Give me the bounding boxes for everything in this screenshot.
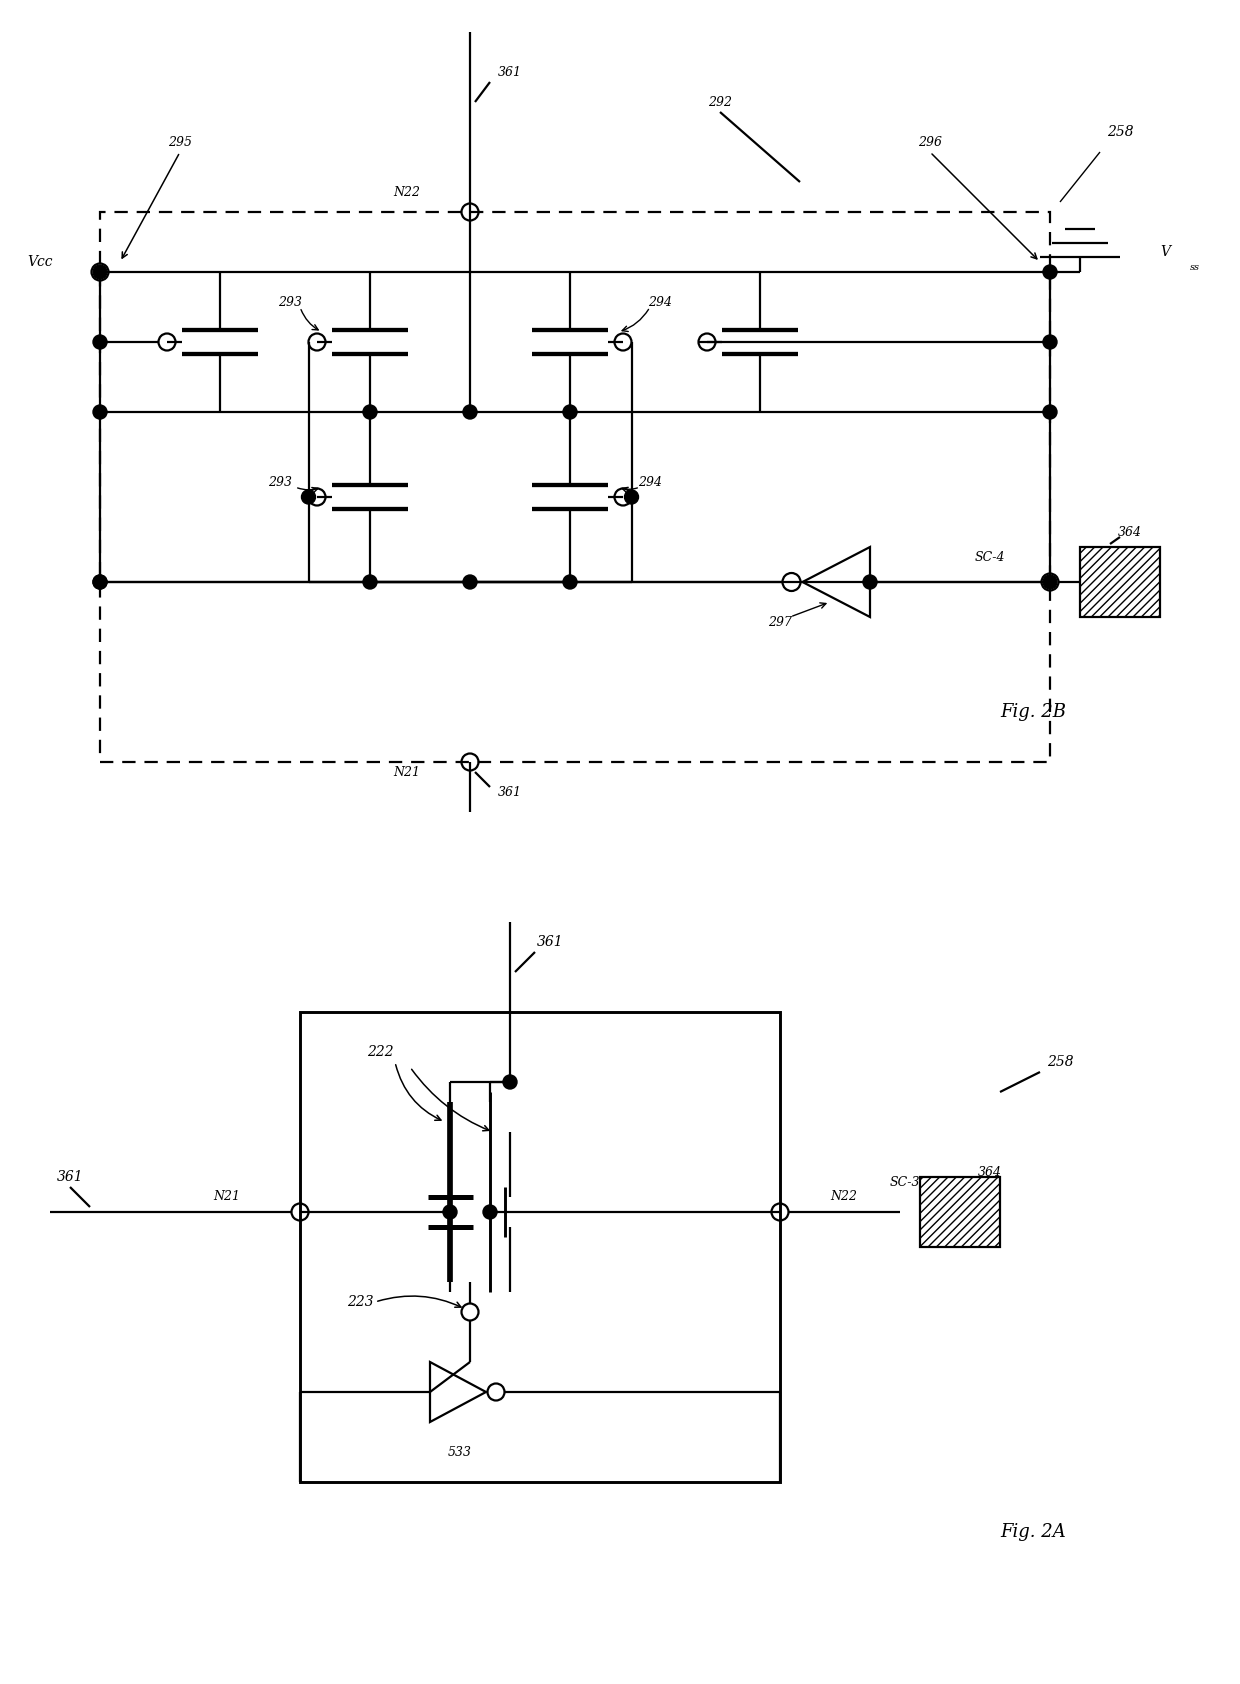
Circle shape — [563, 404, 577, 419]
Circle shape — [93, 404, 107, 419]
Circle shape — [301, 490, 315, 504]
Text: ss: ss — [1190, 263, 1200, 271]
Text: SC-4: SC-4 — [975, 551, 1006, 564]
Text: 361: 361 — [498, 66, 522, 79]
Text: 362: 362 — [1118, 561, 1142, 574]
Circle shape — [563, 574, 577, 589]
Text: 362: 362 — [978, 1201, 1002, 1214]
Bar — [1080, 547, 1159, 616]
Circle shape — [363, 574, 377, 589]
Circle shape — [625, 490, 639, 504]
Text: 295: 295 — [167, 135, 192, 148]
Circle shape — [1043, 574, 1056, 589]
Circle shape — [1043, 264, 1056, 280]
Text: 297: 297 — [768, 615, 792, 628]
Text: 293: 293 — [278, 295, 303, 308]
Text: 533: 533 — [448, 1445, 472, 1458]
Text: V: V — [1159, 244, 1171, 259]
Text: N22: N22 — [393, 185, 420, 199]
Circle shape — [484, 1206, 497, 1219]
Circle shape — [463, 404, 477, 419]
Circle shape — [93, 264, 107, 280]
Text: 293: 293 — [268, 475, 291, 488]
Text: 361: 361 — [57, 1170, 83, 1184]
Text: 364: 364 — [978, 1165, 1002, 1179]
Text: 296: 296 — [918, 135, 942, 148]
Circle shape — [93, 574, 107, 589]
Text: N21: N21 — [213, 1191, 241, 1204]
Text: Fig. 2B: Fig. 2B — [999, 702, 1066, 721]
Text: 294: 294 — [649, 295, 672, 308]
Text: 222: 222 — [367, 1046, 393, 1059]
Text: 258: 258 — [1047, 1054, 1074, 1069]
Circle shape — [503, 1074, 517, 1090]
Text: N21: N21 — [393, 766, 420, 778]
Text: 361: 361 — [498, 785, 522, 798]
Text: 361: 361 — [537, 935, 563, 950]
Circle shape — [93, 574, 107, 589]
Text: SC-3: SC-3 — [890, 1175, 920, 1189]
Bar — [100, 212, 1050, 761]
Circle shape — [443, 1206, 458, 1219]
Circle shape — [93, 335, 107, 349]
Text: 223: 223 — [347, 1295, 373, 1308]
Text: Fig. 2A: Fig. 2A — [999, 1522, 1065, 1541]
Circle shape — [463, 574, 477, 589]
Circle shape — [363, 404, 377, 419]
Circle shape — [863, 574, 877, 589]
Text: N22: N22 — [830, 1191, 857, 1204]
Circle shape — [1043, 404, 1056, 419]
Text: Vcc: Vcc — [27, 254, 53, 269]
Text: 364: 364 — [1118, 525, 1142, 539]
Text: 258: 258 — [1106, 125, 1133, 140]
Text: 292: 292 — [708, 96, 732, 108]
Bar — [300, 1012, 780, 1482]
Circle shape — [1043, 335, 1056, 349]
Bar — [920, 1177, 999, 1246]
Text: 294: 294 — [639, 475, 662, 488]
